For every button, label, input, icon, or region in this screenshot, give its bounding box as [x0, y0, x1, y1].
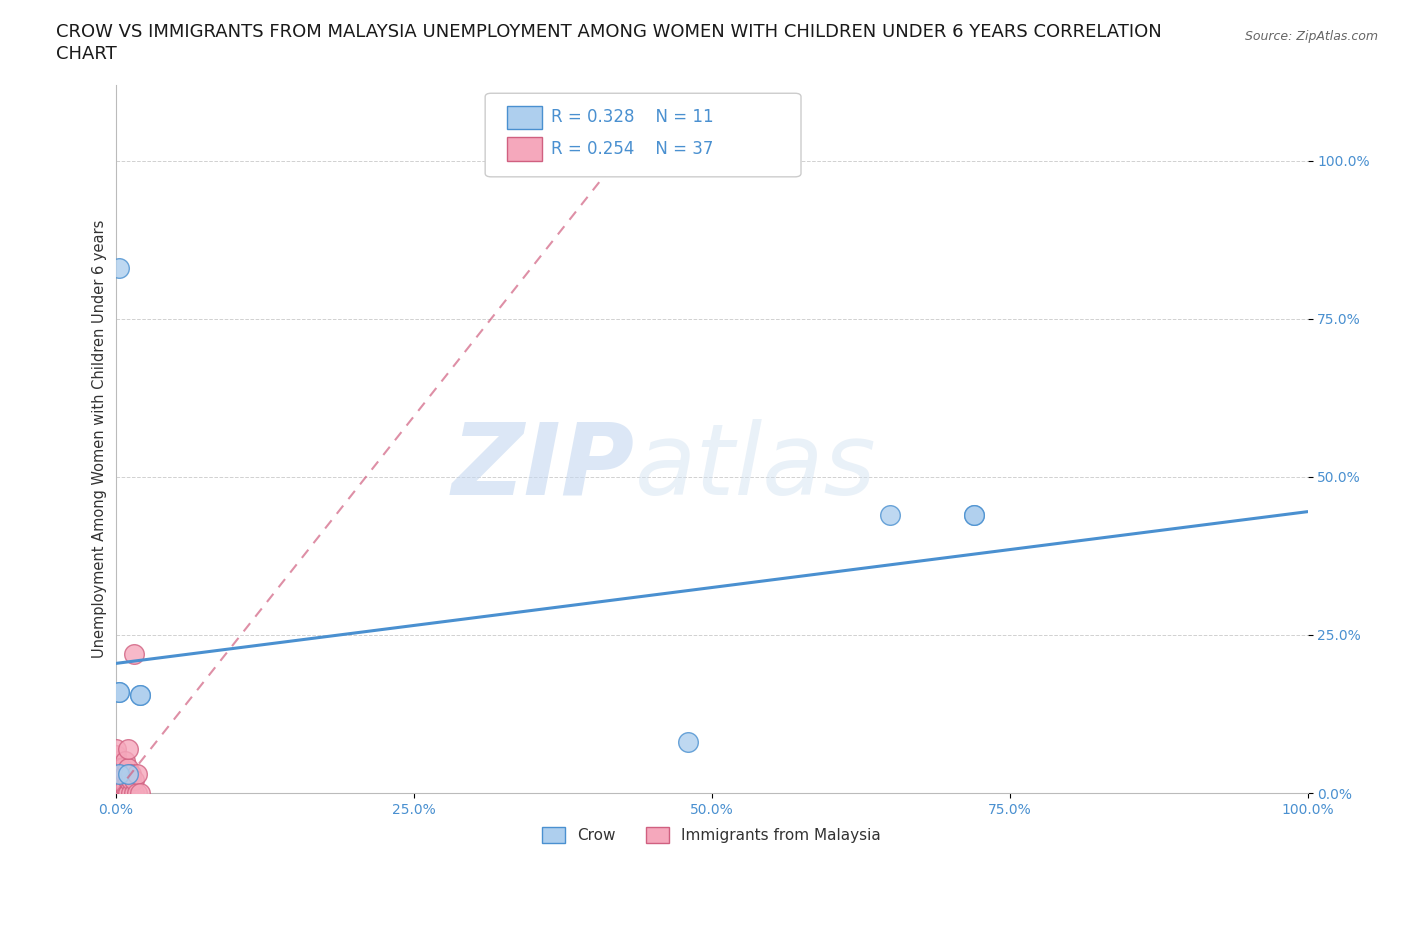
Point	[117, 766, 139, 781]
FancyBboxPatch shape	[506, 106, 543, 129]
Point	[104, 786, 127, 801]
Point	[108, 260, 131, 275]
Point	[128, 786, 150, 801]
Y-axis label: Unemployment Among Women with Children Under 6 years: Unemployment Among Women with Children U…	[93, 219, 107, 658]
FancyBboxPatch shape	[506, 137, 543, 161]
Point	[114, 766, 136, 781]
Point	[108, 766, 131, 781]
Point	[104, 761, 127, 776]
Text: CROW VS IMMIGRANTS FROM MALAYSIA UNEMPLOYMENT AMONG WOMEN WITH CHILDREN UNDER 6 : CROW VS IMMIGRANTS FROM MALAYSIA UNEMPLO…	[56, 23, 1161, 41]
Point	[117, 786, 139, 801]
Point	[104, 779, 127, 794]
Point	[108, 786, 131, 801]
Text: ZIP: ZIP	[451, 418, 634, 516]
Point	[108, 684, 131, 699]
Point	[104, 748, 127, 763]
Point	[122, 786, 145, 801]
Point	[120, 773, 142, 788]
Legend: Crow, Immigrants from Malaysia: Crow, Immigrants from Malaysia	[536, 821, 887, 849]
Point	[127, 766, 149, 781]
Point	[117, 773, 139, 788]
Point	[127, 786, 149, 801]
Point	[104, 773, 127, 788]
Point	[111, 773, 134, 788]
Text: Source: ZipAtlas.com: Source: ZipAtlas.com	[1244, 30, 1378, 43]
Point	[104, 786, 127, 801]
Point	[104, 766, 127, 781]
Text: CHART: CHART	[56, 45, 117, 62]
Point	[128, 687, 150, 702]
FancyBboxPatch shape	[485, 93, 801, 177]
Point	[108, 773, 131, 788]
Text: atlas: atlas	[636, 418, 877, 516]
Point	[963, 508, 986, 523]
Point	[122, 646, 145, 661]
Point	[104, 741, 127, 756]
Point	[104, 754, 127, 769]
Point	[104, 779, 127, 794]
Point	[104, 761, 127, 776]
Point	[120, 786, 142, 801]
Point	[676, 735, 699, 750]
Point	[108, 684, 131, 699]
Point	[114, 754, 136, 769]
Point	[111, 786, 134, 801]
Text: R = 0.328    N = 11: R = 0.328 N = 11	[551, 108, 713, 126]
Point	[117, 761, 139, 776]
Text: R = 0.254    N = 37: R = 0.254 N = 37	[551, 140, 713, 157]
Point	[117, 741, 139, 756]
Point	[104, 786, 127, 801]
Point	[122, 773, 145, 788]
Point	[108, 779, 131, 794]
Point	[120, 766, 142, 781]
Point	[114, 786, 136, 801]
Point	[108, 761, 131, 776]
Point	[128, 687, 150, 702]
Point	[108, 766, 131, 781]
Point	[114, 779, 136, 794]
Point	[963, 508, 986, 523]
Point	[111, 761, 134, 776]
Point	[879, 508, 901, 523]
